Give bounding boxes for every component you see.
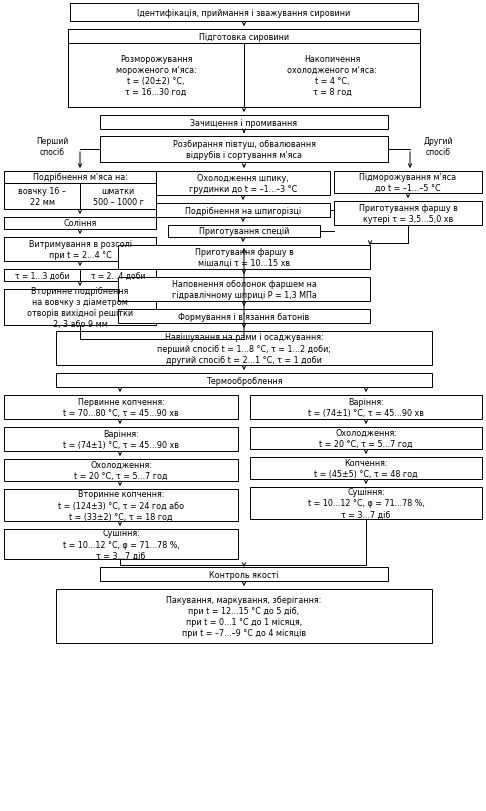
FancyBboxPatch shape xyxy=(4,172,156,184)
Text: Варіння:
t = (74±1) °C, τ = 45...90 хв: Варіння: t = (74±1) °C, τ = 45...90 хв xyxy=(63,429,179,449)
FancyBboxPatch shape xyxy=(4,172,156,210)
Text: Вторинне подрібнення
на вовчку з діаметром
отворів вихідної решітки
2, 3 або 9 м: Вторинне подрібнення на вовчку з діаметр… xyxy=(27,286,133,328)
FancyBboxPatch shape xyxy=(334,172,482,194)
FancyBboxPatch shape xyxy=(118,246,370,270)
Text: Перший
спосіб: Перший спосіб xyxy=(36,137,68,157)
Text: Формування і в'язання батонів: Формування і в'язання батонів xyxy=(178,312,310,321)
FancyBboxPatch shape xyxy=(4,184,80,210)
FancyBboxPatch shape xyxy=(244,44,420,108)
FancyBboxPatch shape xyxy=(118,310,370,324)
FancyBboxPatch shape xyxy=(100,116,388,130)
Text: Сушіння:
t = 10...12 °C, φ = 71...78 %,
τ = 3...7 діб: Сушіння: t = 10...12 °C, φ = 71...78 %, … xyxy=(308,487,424,519)
FancyBboxPatch shape xyxy=(250,457,482,479)
Text: вовчку 16 –
22 мм: вовчку 16 – 22 мм xyxy=(18,187,66,207)
Text: Охолодження:
t = 20 °C, τ = 5...7 год: Охолодження: t = 20 °C, τ = 5...7 год xyxy=(74,461,168,480)
Text: Контроль якості: Контроль якості xyxy=(209,570,278,579)
FancyBboxPatch shape xyxy=(250,427,482,449)
Text: Другий
спосіб: Другий спосіб xyxy=(423,137,453,157)
FancyBboxPatch shape xyxy=(4,427,238,452)
FancyBboxPatch shape xyxy=(4,238,156,262)
FancyBboxPatch shape xyxy=(4,290,156,325)
FancyBboxPatch shape xyxy=(250,487,482,519)
FancyBboxPatch shape xyxy=(156,204,330,217)
FancyBboxPatch shape xyxy=(4,217,156,230)
FancyBboxPatch shape xyxy=(4,270,80,281)
FancyBboxPatch shape xyxy=(68,44,244,108)
FancyBboxPatch shape xyxy=(168,225,320,238)
FancyBboxPatch shape xyxy=(56,590,432,643)
Text: Витримування в розсолі
при t = 2...4 °C: Витримування в розсолі при t = 2...4 °C xyxy=(29,240,132,260)
Text: Ідентифікація, приймання і зважування сировини: Ідентифікація, приймання і зважування си… xyxy=(138,8,350,18)
Text: Приготування фаршу в
кутері τ = 3,5...5,0 хв: Приготування фаршу в кутері τ = 3,5...5,… xyxy=(359,204,457,224)
Text: Розморожування
мороженого м'яса:
t = (20±2) °C,
τ = 16...30 год: Розморожування мороженого м'яса: t = (20… xyxy=(116,55,196,97)
Text: Підморожування м'яса
до t = –1...–5 °C: Підморожування м'яса до t = –1...–5 °C xyxy=(360,173,456,193)
Text: Подрібнення м'яса на:: Подрібнення м'яса на: xyxy=(33,174,127,182)
Text: шматки
500 – 1000 г: шматки 500 – 1000 г xyxy=(92,187,143,207)
FancyBboxPatch shape xyxy=(118,277,370,302)
Text: Розбирання півтуш, обвалювання
відрубів і сортування м'яса: Розбирання півтуш, обвалювання відрубів … xyxy=(173,139,315,160)
Text: Приготування фаршу в
мішалці τ = 10...15 хв: Приготування фаршу в мішалці τ = 10...15… xyxy=(194,247,294,268)
FancyBboxPatch shape xyxy=(4,460,238,482)
Text: Наповнення оболонок фаршем на
гідравлічному шприці P = 1,3 МПа: Наповнення оболонок фаршем на гідравлічн… xyxy=(172,280,316,300)
Text: τ = 1...3 доби: τ = 1...3 доби xyxy=(15,271,69,280)
FancyBboxPatch shape xyxy=(68,30,420,44)
FancyBboxPatch shape xyxy=(4,270,156,281)
Text: Навішування на рами і осаджування:
перший спосіб t = 1...8 °C, τ = 1...2 доби;
д: Навішування на рами і осаджування: перши… xyxy=(157,333,331,364)
FancyBboxPatch shape xyxy=(334,202,482,225)
FancyBboxPatch shape xyxy=(4,489,238,521)
FancyBboxPatch shape xyxy=(4,396,238,419)
Text: Подрібнення на шпигорізці: Подрібнення на шпигорізці xyxy=(185,206,301,215)
FancyBboxPatch shape xyxy=(100,568,388,581)
Text: Охолодження шпику,
грудинки до t = –1...–3 °C: Охолодження шпику, грудинки до t = –1...… xyxy=(189,174,297,194)
Text: Охолодження:
t = 20 °C, τ = 5...7 год: Охолодження: t = 20 °C, τ = 5...7 год xyxy=(319,428,413,448)
Text: Первинне копчення:
t = 70...80 °C, τ = 45...90 хв: Первинне копчення: t = 70...80 °C, τ = 4… xyxy=(63,397,179,418)
Text: Підготовка сировини: Підготовка сировини xyxy=(199,32,289,41)
FancyBboxPatch shape xyxy=(56,374,432,388)
Text: Сушіння:
t = 10...12 °C, φ = 71...78 %,
τ = 3...7 діб: Сушіння: t = 10...12 °C, φ = 71...78 %, … xyxy=(63,529,179,560)
Text: Варіння:
t = (74±1) °C, τ = 45...90 хв: Варіння: t = (74±1) °C, τ = 45...90 хв xyxy=(308,397,424,418)
FancyBboxPatch shape xyxy=(56,332,432,366)
FancyBboxPatch shape xyxy=(80,184,156,210)
Text: Термооброблення: Термооброблення xyxy=(206,376,282,385)
Text: Соління: Соління xyxy=(63,219,97,228)
Text: Приготування спецій: Приготування спецій xyxy=(199,227,289,236)
FancyBboxPatch shape xyxy=(80,270,156,281)
FancyBboxPatch shape xyxy=(100,137,388,163)
FancyBboxPatch shape xyxy=(70,4,418,22)
Text: Накопичення
охолодженого м'яса:
t = 4 °C,
τ = 8 год: Накопичення охолодженого м'яса: t = 4 °C… xyxy=(287,55,377,97)
FancyBboxPatch shape xyxy=(4,530,238,560)
Text: Копчення:
t = (45±5) °C, τ = 48 год: Копчення: t = (45±5) °C, τ = 48 год xyxy=(314,458,418,478)
FancyBboxPatch shape xyxy=(156,172,330,195)
FancyBboxPatch shape xyxy=(250,396,482,419)
Text: Зачищення і промивання: Зачищення і промивання xyxy=(191,118,297,127)
Text: Вторинне копчення:
t = (124±3) °C, τ = 24 год або
t = (33±2) °C, τ = 18 год: Вторинне копчення: t = (124±3) °C, τ = 2… xyxy=(58,490,184,521)
FancyBboxPatch shape xyxy=(68,30,420,108)
Text: Пакування, маркування, зберігання:
при t = 12...15 °C до 5 діб,
при t = 0...1 °C: Пакування, маркування, зберігання: при t… xyxy=(166,595,322,637)
Text: τ = 2...4 доби: τ = 2...4 доби xyxy=(91,271,145,280)
